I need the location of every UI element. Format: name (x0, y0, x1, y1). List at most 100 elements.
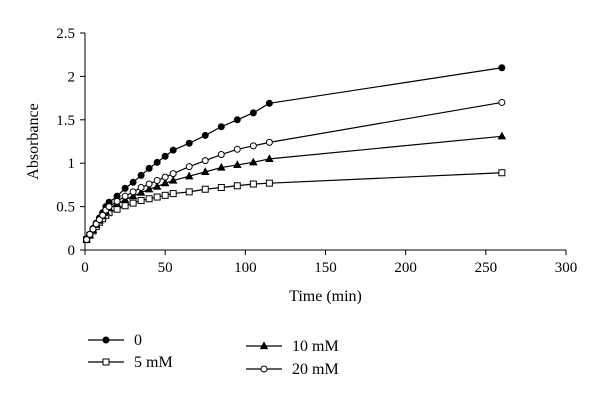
data-point (136, 188, 146, 196)
data-point (201, 131, 209, 139)
data-point (145, 195, 153, 203)
data-point (153, 158, 161, 166)
data-point (121, 184, 129, 192)
data-point (153, 177, 161, 185)
data-point (168, 175, 178, 184)
x-tick-label: 250 (475, 260, 498, 276)
legend-label: 20 mM (292, 361, 339, 378)
data-point (217, 162, 226, 171)
data-point (89, 225, 97, 233)
data-point (83, 236, 91, 244)
data-point (185, 139, 193, 147)
data-point (129, 178, 137, 186)
data-point (497, 131, 507, 140)
data-point (217, 184, 225, 192)
data-point (169, 170, 177, 178)
data-point (161, 152, 169, 160)
data-point (265, 154, 274, 162)
legend-label: 5 mM (134, 354, 173, 371)
y-tick-label: 1.5 (56, 113, 75, 129)
x-axis-ticks: 0 50 100 150 200 250 300 (81, 250, 577, 276)
data-point (233, 145, 241, 153)
data-point (184, 171, 194, 180)
data-point (137, 184, 145, 192)
x-tick-label: 150 (314, 260, 337, 276)
legend-label: 10 mM (292, 338, 339, 355)
series-3 (82, 131, 507, 243)
data-point (169, 190, 177, 198)
data-point (233, 116, 241, 124)
data-point (105, 203, 113, 211)
y-axis-title: Absorbance (25, 103, 42, 179)
series-4 (83, 98, 506, 244)
data-point (113, 205, 121, 213)
data-point (121, 192, 129, 200)
data-point (137, 197, 145, 205)
data-point (249, 180, 257, 188)
data-point (145, 164, 153, 172)
axes (84, 33, 566, 251)
data-point (233, 160, 242, 169)
y-tick-label: 0 (68, 243, 76, 259)
legend-item: 20 mM (246, 361, 339, 378)
legend: 0 5 mM 10 mM 20 mM (88, 332, 339, 378)
data-point (144, 184, 154, 193)
data-point (249, 109, 257, 117)
data-point (217, 151, 225, 159)
y-axis-ticks: 0 0.5 1 1.5 2 2.5 (56, 26, 85, 259)
data-point (185, 163, 193, 171)
series-line (86, 67, 502, 240)
data-point (99, 211, 107, 219)
data-point (201, 185, 209, 193)
legend-item: 5 mM (88, 354, 173, 371)
data-point (265, 99, 273, 107)
data-point (129, 188, 137, 196)
data-point (265, 179, 273, 187)
data-point (169, 146, 177, 154)
data-point (249, 157, 258, 166)
data-point (153, 193, 161, 201)
x-axis-title: Time (min) (289, 288, 362, 305)
legend-item: 0 (88, 332, 142, 349)
data-point (137, 171, 145, 179)
data-point (152, 181, 162, 190)
data-point (161, 173, 169, 181)
data-point (498, 98, 506, 106)
y-tick-label: 2 (68, 69, 76, 85)
data-point (498, 169, 506, 177)
data-point (129, 199, 137, 207)
x-tick-label: 50 (158, 260, 173, 276)
legend-label: 0 (134, 332, 142, 349)
data-point (498, 64, 506, 72)
x-tick-label: 0 (81, 260, 89, 276)
x-tick-label: 300 (555, 260, 578, 276)
legend-marker (260, 365, 268, 373)
data-point (145, 180, 153, 188)
data-point (201, 167, 210, 175)
x-tick-label: 200 (394, 260, 417, 276)
data-point (86, 230, 94, 238)
data-point (201, 157, 209, 165)
data-point (233, 182, 241, 190)
data-point (128, 191, 138, 200)
data-point (249, 142, 257, 150)
data-point (121, 202, 129, 210)
data-point (161, 191, 169, 199)
legend-marker (102, 336, 110, 344)
x-tick-label: 100 (234, 260, 257, 276)
y-tick-label: 0.5 (56, 200, 75, 216)
series-layer (82, 64, 507, 244)
legend-item: 10 mM (246, 338, 339, 355)
data-point (185, 188, 193, 196)
series-1 (83, 64, 506, 243)
legend-marker (259, 341, 269, 350)
data-point (217, 123, 225, 131)
data-point (265, 138, 273, 146)
y-tick-label: 2.5 (56, 26, 75, 42)
y-tick-label: 1 (68, 156, 76, 172)
data-point (160, 178, 170, 187)
series-2 (83, 169, 506, 244)
legend-marker (102, 358, 110, 366)
data-point (113, 197, 121, 205)
